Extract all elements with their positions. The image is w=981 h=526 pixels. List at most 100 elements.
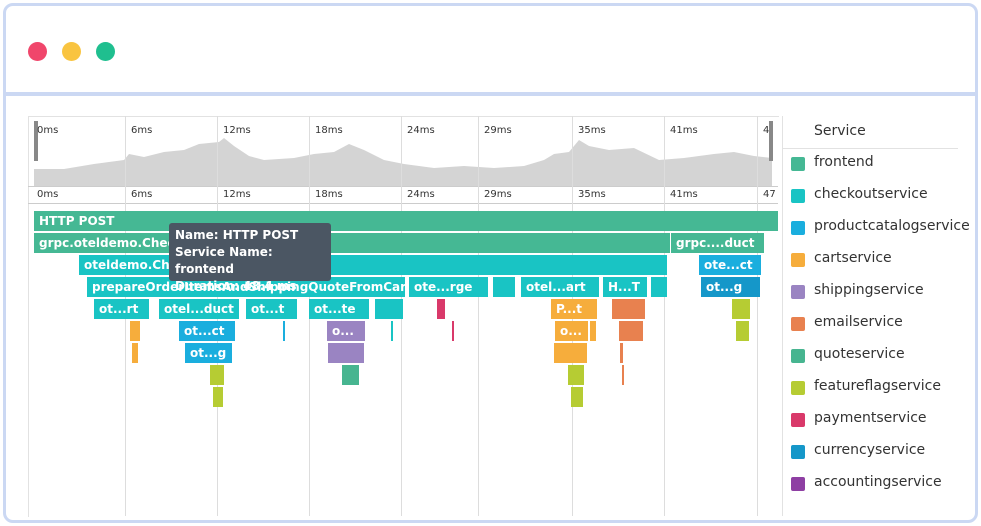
legend-swatch (791, 317, 805, 331)
span-bar: ot...te (309, 299, 369, 319)
span-bar (437, 299, 445, 319)
span-bar: otel...art (521, 277, 599, 297)
close-dot (28, 42, 47, 61)
legend-swatch (791, 189, 805, 203)
span-bar (619, 321, 643, 341)
span-bar: o... (327, 321, 365, 341)
minimap-tick-label: 24ms (407, 125, 435, 136)
span-bar: P...t (551, 299, 597, 319)
minimap-tick-label: 35ms (578, 125, 606, 136)
tooltip-line: Service Name: frontend (175, 245, 273, 276)
span-bar: otel...duct (159, 299, 239, 319)
tick-label: 0ms (37, 189, 59, 200)
tick-label: 35ms (578, 189, 606, 200)
legend-divider (782, 148, 958, 149)
divider (28, 186, 778, 187)
legend-item: paymentservice (814, 410, 927, 426)
tick-label: 6ms (131, 189, 153, 200)
minimap-tick-label: 4 (763, 125, 770, 136)
minimap-tick-label: 29ms (484, 125, 512, 136)
span-bar: ote...rge (409, 277, 488, 297)
separator (6, 92, 975, 96)
span-bar (612, 299, 645, 319)
minimap-handle (769, 121, 773, 161)
legend-swatch (791, 381, 805, 395)
legend-item: shippingservice (814, 282, 924, 298)
legend-item: accountingservice (814, 474, 942, 490)
legend-swatch (791, 253, 805, 267)
legend-swatch (791, 285, 805, 299)
span-bar: ot...rt (94, 299, 149, 319)
span-bar: oteldemo.Chec (79, 255, 667, 275)
legend-swatch (791, 157, 805, 171)
minimize-dot (62, 42, 81, 61)
span-bar: prepareOrderItemsAndShippingQuoteFromCar… (87, 277, 405, 297)
span-bar (554, 343, 587, 363)
divider (28, 203, 778, 204)
tick-label: 47 (763, 189, 776, 200)
minimap-tick-label: 41ms (670, 125, 698, 136)
grid-line (664, 116, 665, 516)
span-bar (342, 365, 359, 385)
legend-item: quoteservice (814, 346, 905, 362)
tick-label: 29ms (484, 189, 512, 200)
minimap-tick-label: 6ms (131, 125, 153, 136)
legend-swatch (791, 413, 805, 427)
minimap-tick-label: 18ms (315, 125, 343, 136)
span-bar: ot...g (185, 343, 232, 363)
trace-view: Service 0ms 0ms 6ms 6ms 12ms 12ms 18ms 18ms 24ms… (6, 6, 975, 520)
legend-item: checkoutservice (814, 186, 928, 202)
minimap (34, 138, 772, 186)
legend-item: featureflagservice (814, 378, 941, 394)
span-bar: grpc....duct (671, 233, 764, 253)
grid-line (478, 116, 479, 516)
span-bar (130, 321, 140, 341)
legend-border (782, 116, 783, 516)
span-bar (568, 365, 584, 385)
legend-item: cartservice (814, 250, 892, 266)
tick-label: 41ms (670, 189, 698, 200)
minimap-tick-label: 0ms (37, 125, 59, 136)
tick-label: 12ms (223, 189, 251, 200)
span-bar: ot...g (701, 277, 760, 297)
legend-swatch (791, 221, 805, 235)
span-bar: H...T (603, 277, 647, 297)
span-bar (736, 321, 749, 341)
grid-line (757, 116, 758, 516)
span-bar: grpc.oteldemo.Check (34, 233, 670, 253)
minimap-area (34, 138, 772, 186)
span-bar (132, 343, 138, 363)
tooltip-line: Duration: 48.4 ms (175, 279, 297, 293)
span-bar (210, 365, 224, 385)
legend-title: Service (814, 123, 866, 139)
span-bar (452, 321, 454, 341)
span-bar: ot...t (246, 299, 297, 319)
tick-label: 18ms (315, 189, 343, 200)
span-bar (620, 343, 623, 363)
span-bar (571, 387, 583, 407)
legend-item: currencyservice (814, 442, 926, 458)
span-bar: o... (555, 321, 588, 341)
span-bar (328, 343, 364, 363)
window: Service 0ms 0ms 6ms 6ms 12ms 12ms 18ms 18ms 24ms… (3, 3, 978, 523)
legend-item: productcatalogservice (814, 218, 970, 234)
span-bar: ote...ct (699, 255, 761, 275)
tooltip: Name: HTTP POST Service Name: frontend D… (169, 223, 331, 293)
legend-swatch (791, 477, 805, 491)
legend-swatch (791, 349, 805, 363)
flame-frame (28, 116, 779, 517)
span-bar (622, 365, 624, 385)
legend-item: emailservice (814, 314, 903, 330)
maximize-dot (96, 42, 115, 61)
span-bar (375, 299, 403, 319)
span-bar (651, 277, 667, 297)
tick-label: 24ms (407, 189, 435, 200)
minimap-handle (34, 121, 38, 161)
legend-item: frontend (814, 154, 874, 170)
span-bar (590, 321, 596, 341)
span-bar (493, 277, 515, 297)
span-bar (732, 299, 750, 319)
legend-swatch (791, 445, 805, 459)
span-bar (283, 321, 285, 341)
tooltip-line: Name: HTTP POST (175, 228, 299, 242)
